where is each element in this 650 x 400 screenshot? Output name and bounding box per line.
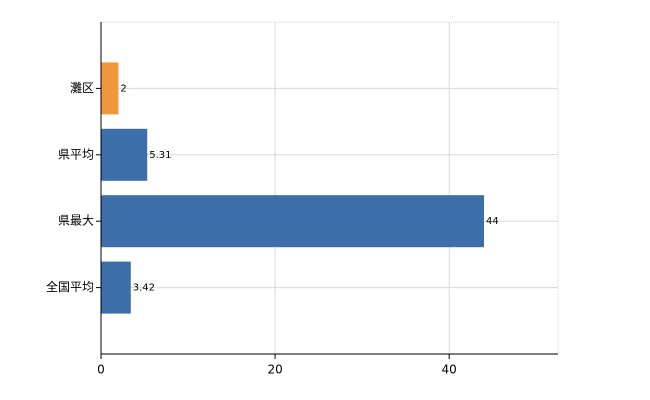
value-label: 5.31 — [149, 150, 171, 161]
value-label: 2 — [120, 83, 126, 94]
value-label: 44 — [486, 216, 499, 227]
y-tick-label: 県平均 — [58, 147, 94, 161]
x-tick-label: 40 — [442, 363, 457, 377]
x-tick-label: 0 — [97, 363, 105, 377]
y-tick-label: 灘区 — [70, 81, 94, 95]
bar — [101, 195, 485, 248]
y-tick-label: 全国平均 — [46, 279, 94, 294]
x-tick-label: 20 — [267, 363, 282, 377]
y-tick-label: 県最大 — [58, 214, 94, 228]
bar — [101, 261, 131, 314]
bar — [101, 128, 148, 181]
bar — [101, 62, 119, 115]
value-label: 3.42 — [133, 283, 155, 294]
